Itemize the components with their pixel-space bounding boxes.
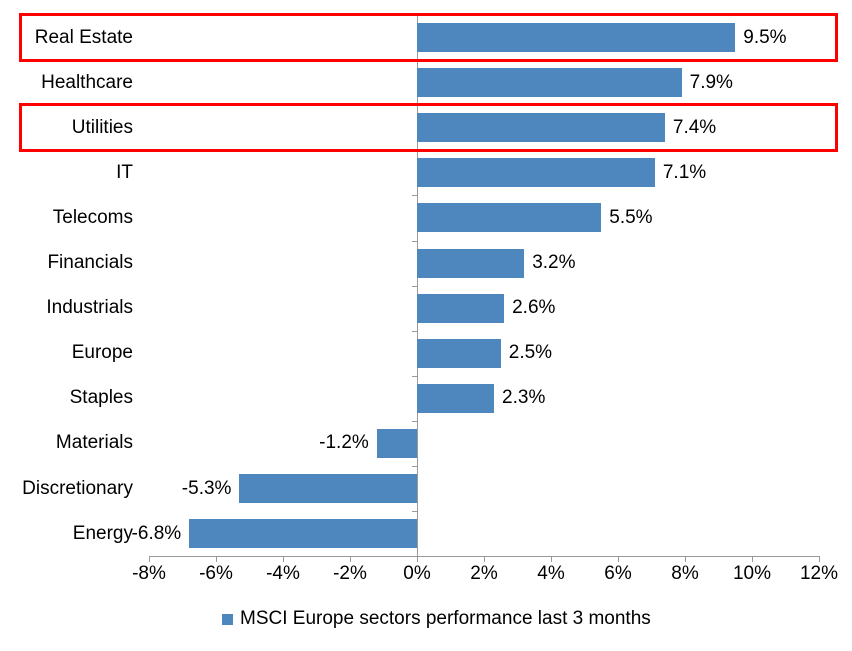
x-tick-label: -8% (132, 563, 166, 584)
x-axis-tick (752, 556, 753, 562)
value-label: 7.4% (672, 116, 717, 138)
legend-label: MSCI Europe sectors performance last 3 m… (240, 608, 651, 629)
value-label: -5.3% (181, 477, 232, 499)
x-axis-tick (149, 556, 150, 562)
x-axis-tick (819, 556, 820, 562)
category-axis-tick (412, 331, 418, 332)
x-tick-label: -6% (199, 563, 233, 584)
x-tick-label: 10% (732, 563, 772, 584)
bar (239, 474, 417, 504)
bar (417, 248, 525, 278)
bar (417, 203, 602, 233)
x-axis-tick (551, 556, 552, 562)
category-label: Discretionary (22, 477, 133, 499)
bar (417, 158, 655, 188)
x-axis-tick (484, 556, 485, 562)
x-tick-label: 6% (604, 563, 632, 584)
value-label: 3.2% (532, 252, 576, 274)
legend-marker-icon (222, 613, 233, 625)
category-axis-tick (412, 376, 418, 377)
category-label: Real Estate (34, 26, 133, 48)
value-label: 2.6% (512, 297, 556, 319)
value-label: 7.9% (689, 71, 733, 93)
category-label: Materials (55, 432, 133, 454)
category-axis-tick (412, 195, 418, 196)
value-label: 2.3% (502, 387, 546, 409)
bar (376, 428, 417, 458)
bar (189, 519, 417, 549)
x-axis-tick (618, 556, 619, 562)
category-label: Industrials (46, 297, 133, 319)
zero-axis-line (417, 15, 418, 556)
category-label: Staples (69, 387, 133, 409)
x-tick-label: 8% (671, 563, 699, 584)
category-label: Energy (72, 522, 133, 544)
category-label: Healthcare (41, 71, 133, 93)
bar (417, 338, 501, 368)
x-axis-tick (216, 556, 217, 562)
x-tick-label: 12% (799, 563, 839, 584)
bar (417, 113, 665, 143)
category-label: Europe (71, 342, 133, 364)
x-tick-label: 0% (403, 563, 431, 584)
x-axis-tick (283, 556, 284, 562)
x-tick-label: -4% (266, 563, 300, 584)
bar (417, 293, 505, 323)
x-tick-label: 2% (470, 563, 498, 584)
legend: MSCI Europe sectors performance last 3 m… (222, 608, 651, 630)
category-axis-tick (412, 511, 418, 512)
value-label: -1.2% (319, 432, 369, 454)
category-axis-tick (412, 421, 418, 422)
bar (417, 383, 495, 413)
value-label: 9.5% (743, 26, 787, 48)
bar (417, 23, 736, 53)
bar (417, 68, 682, 98)
value-label: 5.5% (609, 206, 653, 228)
highlight-box (19, 13, 838, 63)
category-label: IT (116, 161, 133, 183)
category-axis-tick (412, 241, 418, 242)
category-label: Utilities (71, 116, 133, 138)
value-label: 7.1% (662, 161, 707, 183)
category-label: Financials (47, 252, 133, 274)
category-axis-tick (412, 466, 418, 467)
x-axis-tick (685, 556, 686, 562)
x-tick-label: 4% (537, 563, 565, 584)
x-axis-tick (417, 556, 418, 562)
category-label: Telecoms (52, 206, 133, 228)
category-axis-tick (412, 286, 418, 287)
value-label: 2.5% (508, 342, 553, 364)
x-axis-tick (350, 556, 351, 562)
value-label: -6.8% (131, 522, 182, 544)
highlight-box (19, 103, 838, 153)
x-tick-label: -2% (333, 563, 367, 584)
